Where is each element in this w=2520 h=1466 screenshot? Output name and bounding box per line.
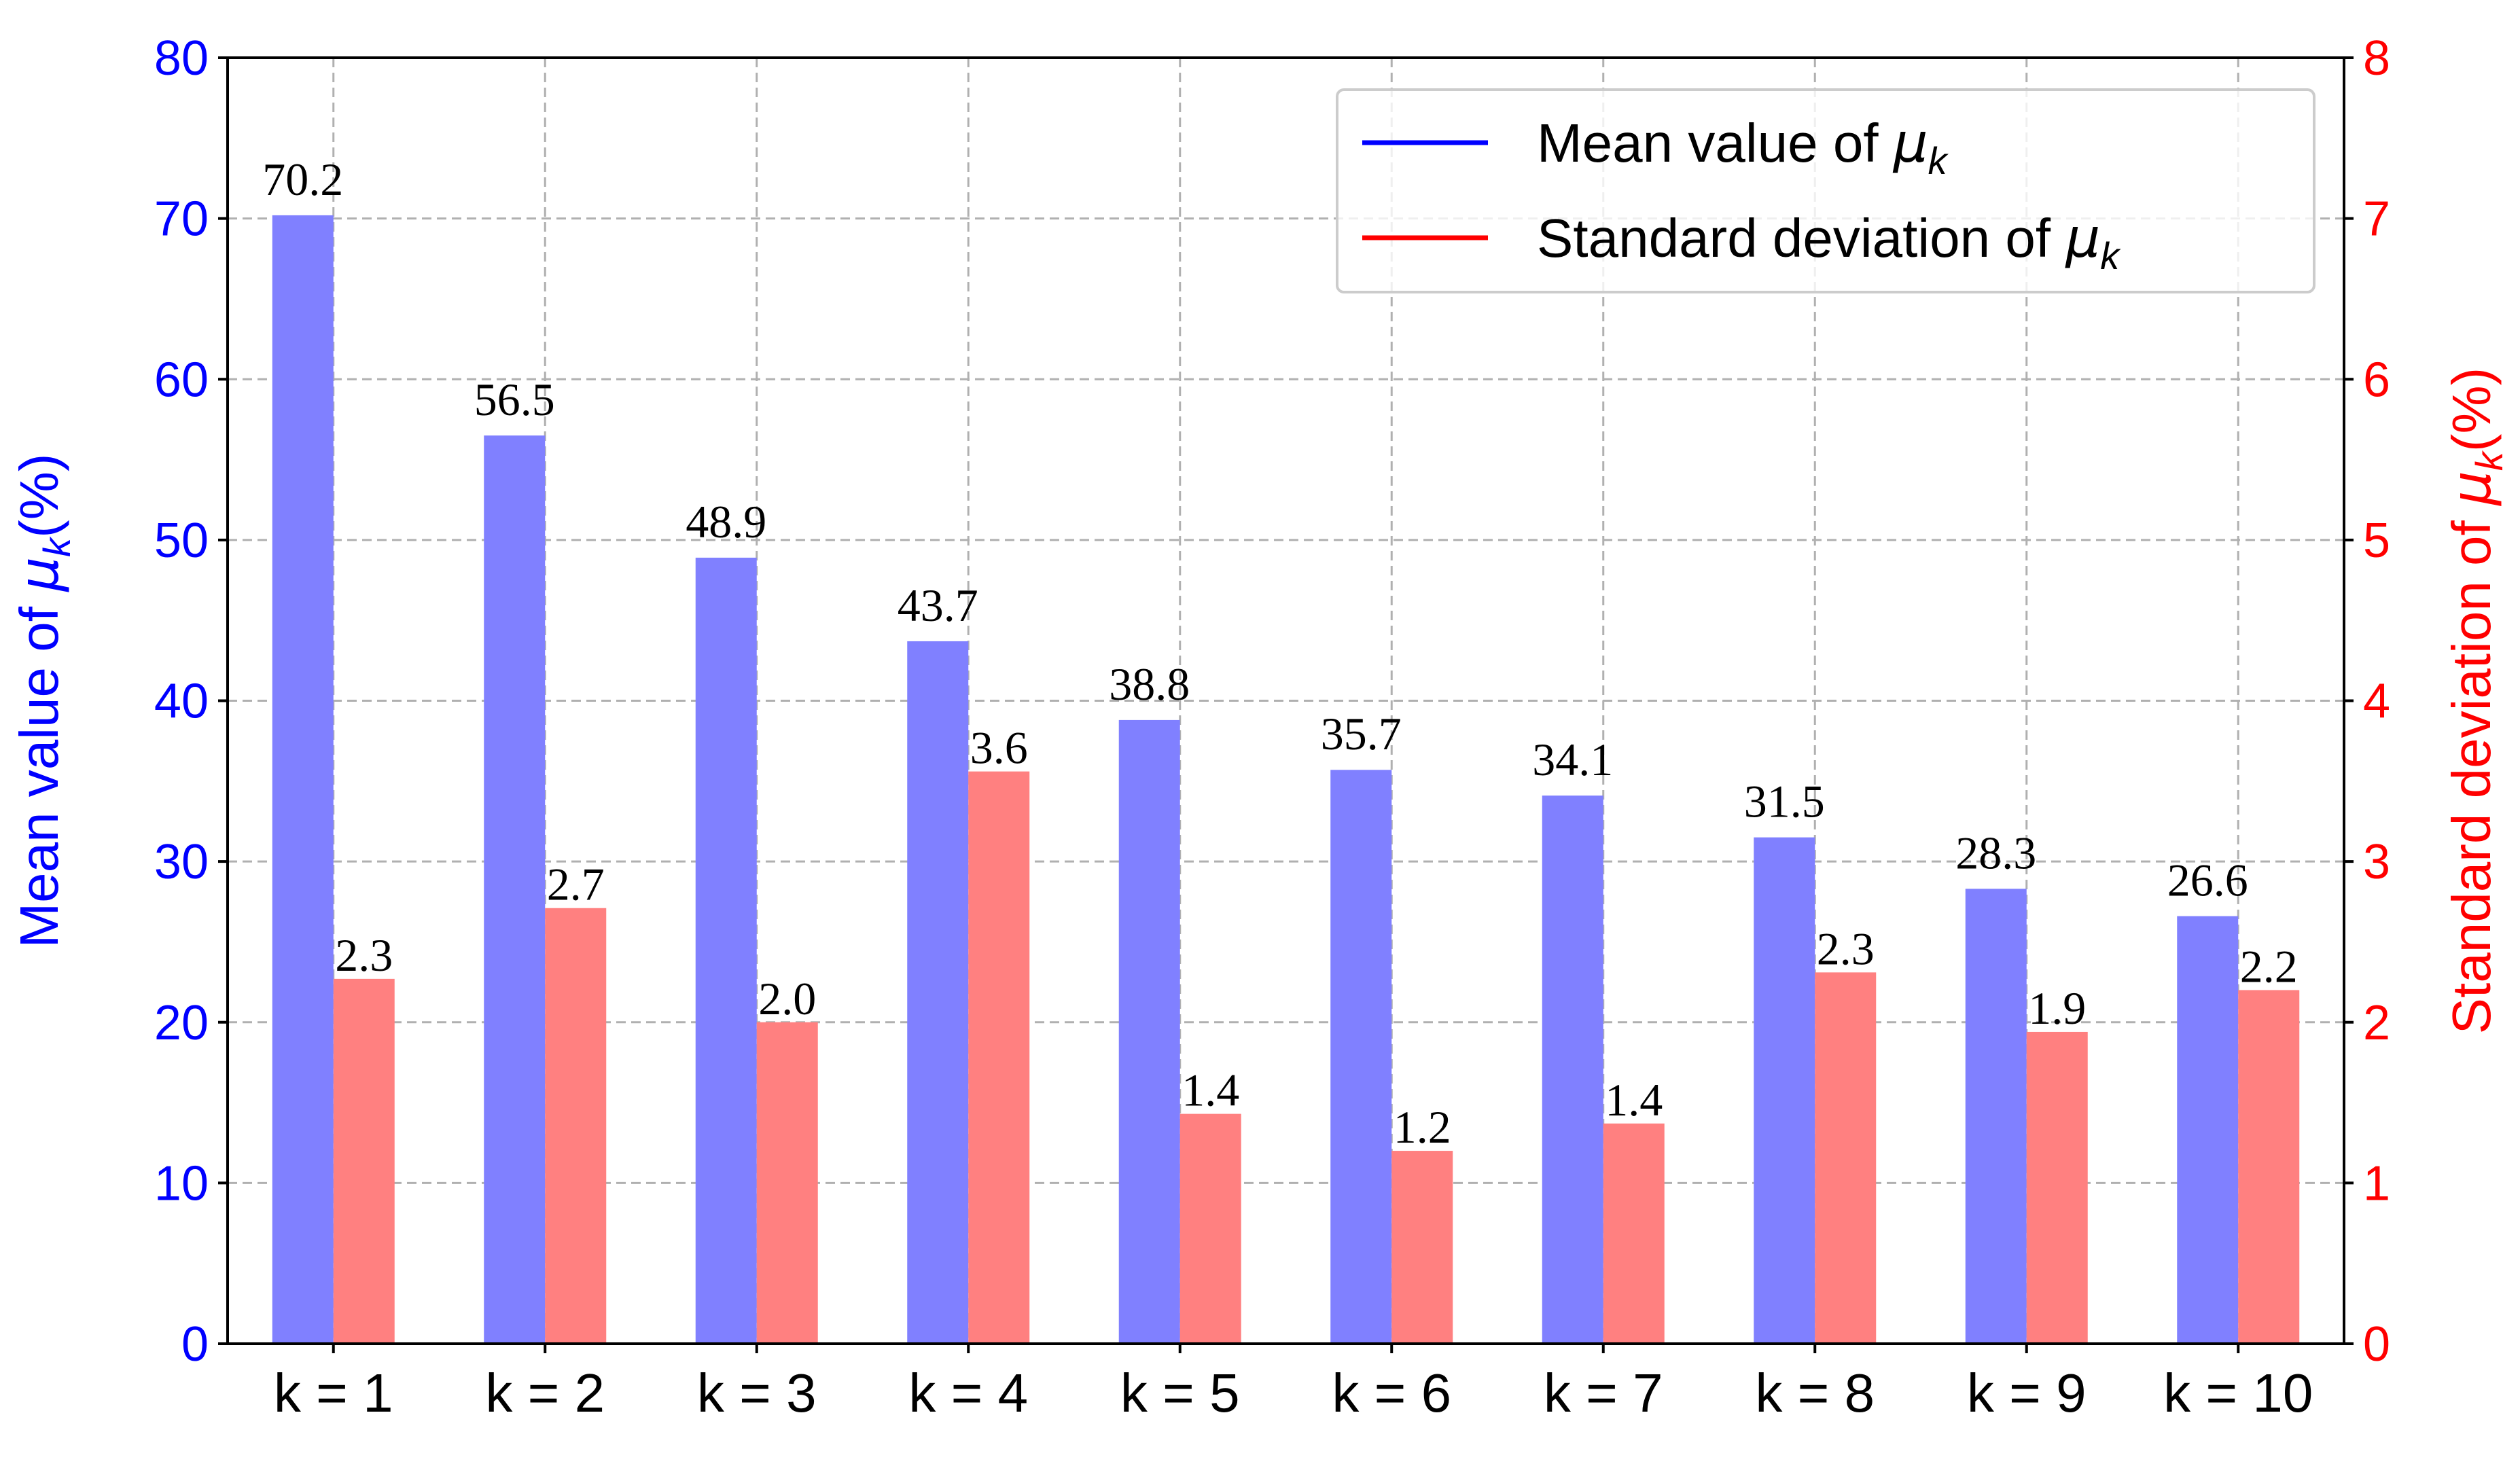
label-text: Standard deviation of	[2441, 505, 2502, 1034]
legend-box	[1336, 88, 2315, 293]
std-bar-label: 1.4	[1182, 1065, 1239, 1116]
mean-bar	[272, 215, 334, 1344]
x-tick-label: k = 8	[1755, 1363, 1875, 1423]
std-bar-label: 3.6	[970, 722, 1028, 774]
left-axis-label: Mean value of μk(%)	[7, 453, 78, 948]
mean-bar-label: 56.5	[474, 374, 555, 425]
left-tick-label: 0	[181, 1317, 209, 1372]
mu-symbol: μ	[1892, 111, 1928, 175]
left-tick-label: 50	[154, 514, 209, 568]
std-bar	[1391, 1151, 1453, 1344]
right-tick-label: 3	[2363, 835, 2390, 889]
right-tick-label: 6	[2363, 353, 2390, 407]
label-suffix: (%)	[9, 453, 69, 537]
mean-bar-label: 70.2	[262, 154, 343, 205]
x-tick-label: k = 3	[697, 1363, 817, 1423]
mean-bar-label: 34.1	[1532, 734, 1613, 785]
mean-bar-label: 26.6	[2167, 855, 2248, 906]
x-tick-label: k = 7	[1544, 1363, 1663, 1423]
left-tick-label: 30	[154, 835, 209, 889]
axis-ticks: 0 0 10 1 20 2 30 3 40 4 50 5 60 6 70 7 80 8 k = 1 k = 2 k = …	[154, 31, 2390, 1423]
left-tick-label: 20	[154, 996, 209, 1050]
mean-bar	[1542, 795, 1603, 1344]
x-tick-label: k = 2	[485, 1363, 605, 1423]
subscript-k: k	[2100, 234, 2121, 277]
x-tick-label: k = 5	[1120, 1363, 1240, 1423]
legend: Mean value of μk Standard deviation of μ…	[1336, 88, 2315, 293]
left-tick-label: 10	[154, 1156, 209, 1211]
mu-symbol: μ	[7, 557, 71, 593]
x-tick-label: k = 9	[1967, 1363, 2087, 1423]
x-tick-label: k = 6	[1332, 1363, 1451, 1423]
label-text: Mean value of	[1537, 113, 1894, 173]
right-tick-label: 8	[2363, 31, 2390, 86]
mean-bar-label: 35.7	[1321, 708, 1402, 759]
mean-bar	[1754, 837, 1815, 1344]
data-labels: 70.2 2.3 56.5 2.7 48.9 2.0 43.7 3.6 38.8 1.4 35.7 1…	[262, 154, 2298, 1153]
right-axis-label: Standard deviation of μk(%)	[2440, 368, 2510, 1035]
subscript-k: k	[2468, 450, 2510, 471]
x-tick-label: k = 4	[908, 1363, 1028, 1423]
mean-bar-label: 31.5	[1744, 776, 1825, 827]
std-bar	[1179, 1113, 1241, 1344]
subscript-k: k	[1928, 139, 1949, 182]
mean-bar	[484, 435, 546, 1344]
std-bar-label: 2.3	[335, 929, 393, 981]
subscript-k: k	[35, 536, 78, 557]
mu-symbol: μ	[2064, 207, 2100, 270]
label-text: Standard deviation of	[1537, 208, 2065, 268]
mean-bar	[907, 641, 969, 1344]
mean-bar	[695, 557, 757, 1344]
right-tick-label: 4	[2363, 675, 2390, 729]
std-bar	[2238, 990, 2300, 1344]
legend-label-std: Standard deviation of μk	[1537, 207, 2121, 277]
mean-bar	[2177, 916, 2239, 1344]
bars	[272, 215, 2300, 1344]
right-tick-label: 7	[2363, 192, 2390, 247]
mean-bar	[1965, 889, 2027, 1344]
x-tick-label: k = 1	[274, 1363, 393, 1423]
right-tick-label: 0	[2363, 1317, 2390, 1372]
left-tick-label: 70	[154, 192, 209, 247]
std-bar-label: 1.4	[1605, 1074, 1663, 1126]
std-bar	[968, 771, 1030, 1344]
right-tick-label: 5	[2363, 514, 2390, 568]
mean-bar-label: 28.3	[1955, 827, 2036, 878]
std-bar	[756, 1022, 818, 1344]
std-bar-label: 1.9	[2028, 982, 2086, 1034]
label-text: Mean value of	[9, 592, 69, 948]
std-bar-label: 2.3	[1817, 923, 1875, 974]
std-bar-label: 1.2	[1394, 1101, 1451, 1153]
mean-bar-label: 43.7	[898, 579, 978, 631]
left-tick-label: 40	[154, 675, 209, 729]
right-tick-label: 2	[2363, 996, 2390, 1050]
mean-bar-label: 38.8	[1109, 658, 1190, 710]
mu-symbol: μ	[2440, 471, 2503, 507]
std-bar-label: 2.7	[547, 859, 605, 910]
mean-bar	[1330, 770, 1392, 1344]
mean-bar-label: 48.9	[686, 496, 766, 548]
std-bar	[1603, 1123, 1665, 1344]
legend-label-mean: Mean value of μk	[1537, 111, 1949, 182]
right-tick-label: 1	[2363, 1156, 2390, 1211]
left-tick-label: 80	[154, 31, 209, 86]
std-bar	[2026, 1031, 2088, 1344]
x-tick-label: k = 10	[2163, 1363, 2313, 1423]
left-tick-label: 60	[154, 353, 209, 407]
std-bar	[1815, 972, 1877, 1344]
std-bar	[545, 908, 607, 1344]
std-bar-label: 2.0	[758, 973, 816, 1024]
label-suffix: (%)	[2441, 368, 2502, 452]
std-bar	[333, 978, 395, 1344]
mean-bar	[1118, 719, 1180, 1344]
std-bar-label: 2.2	[2240, 940, 2298, 992]
